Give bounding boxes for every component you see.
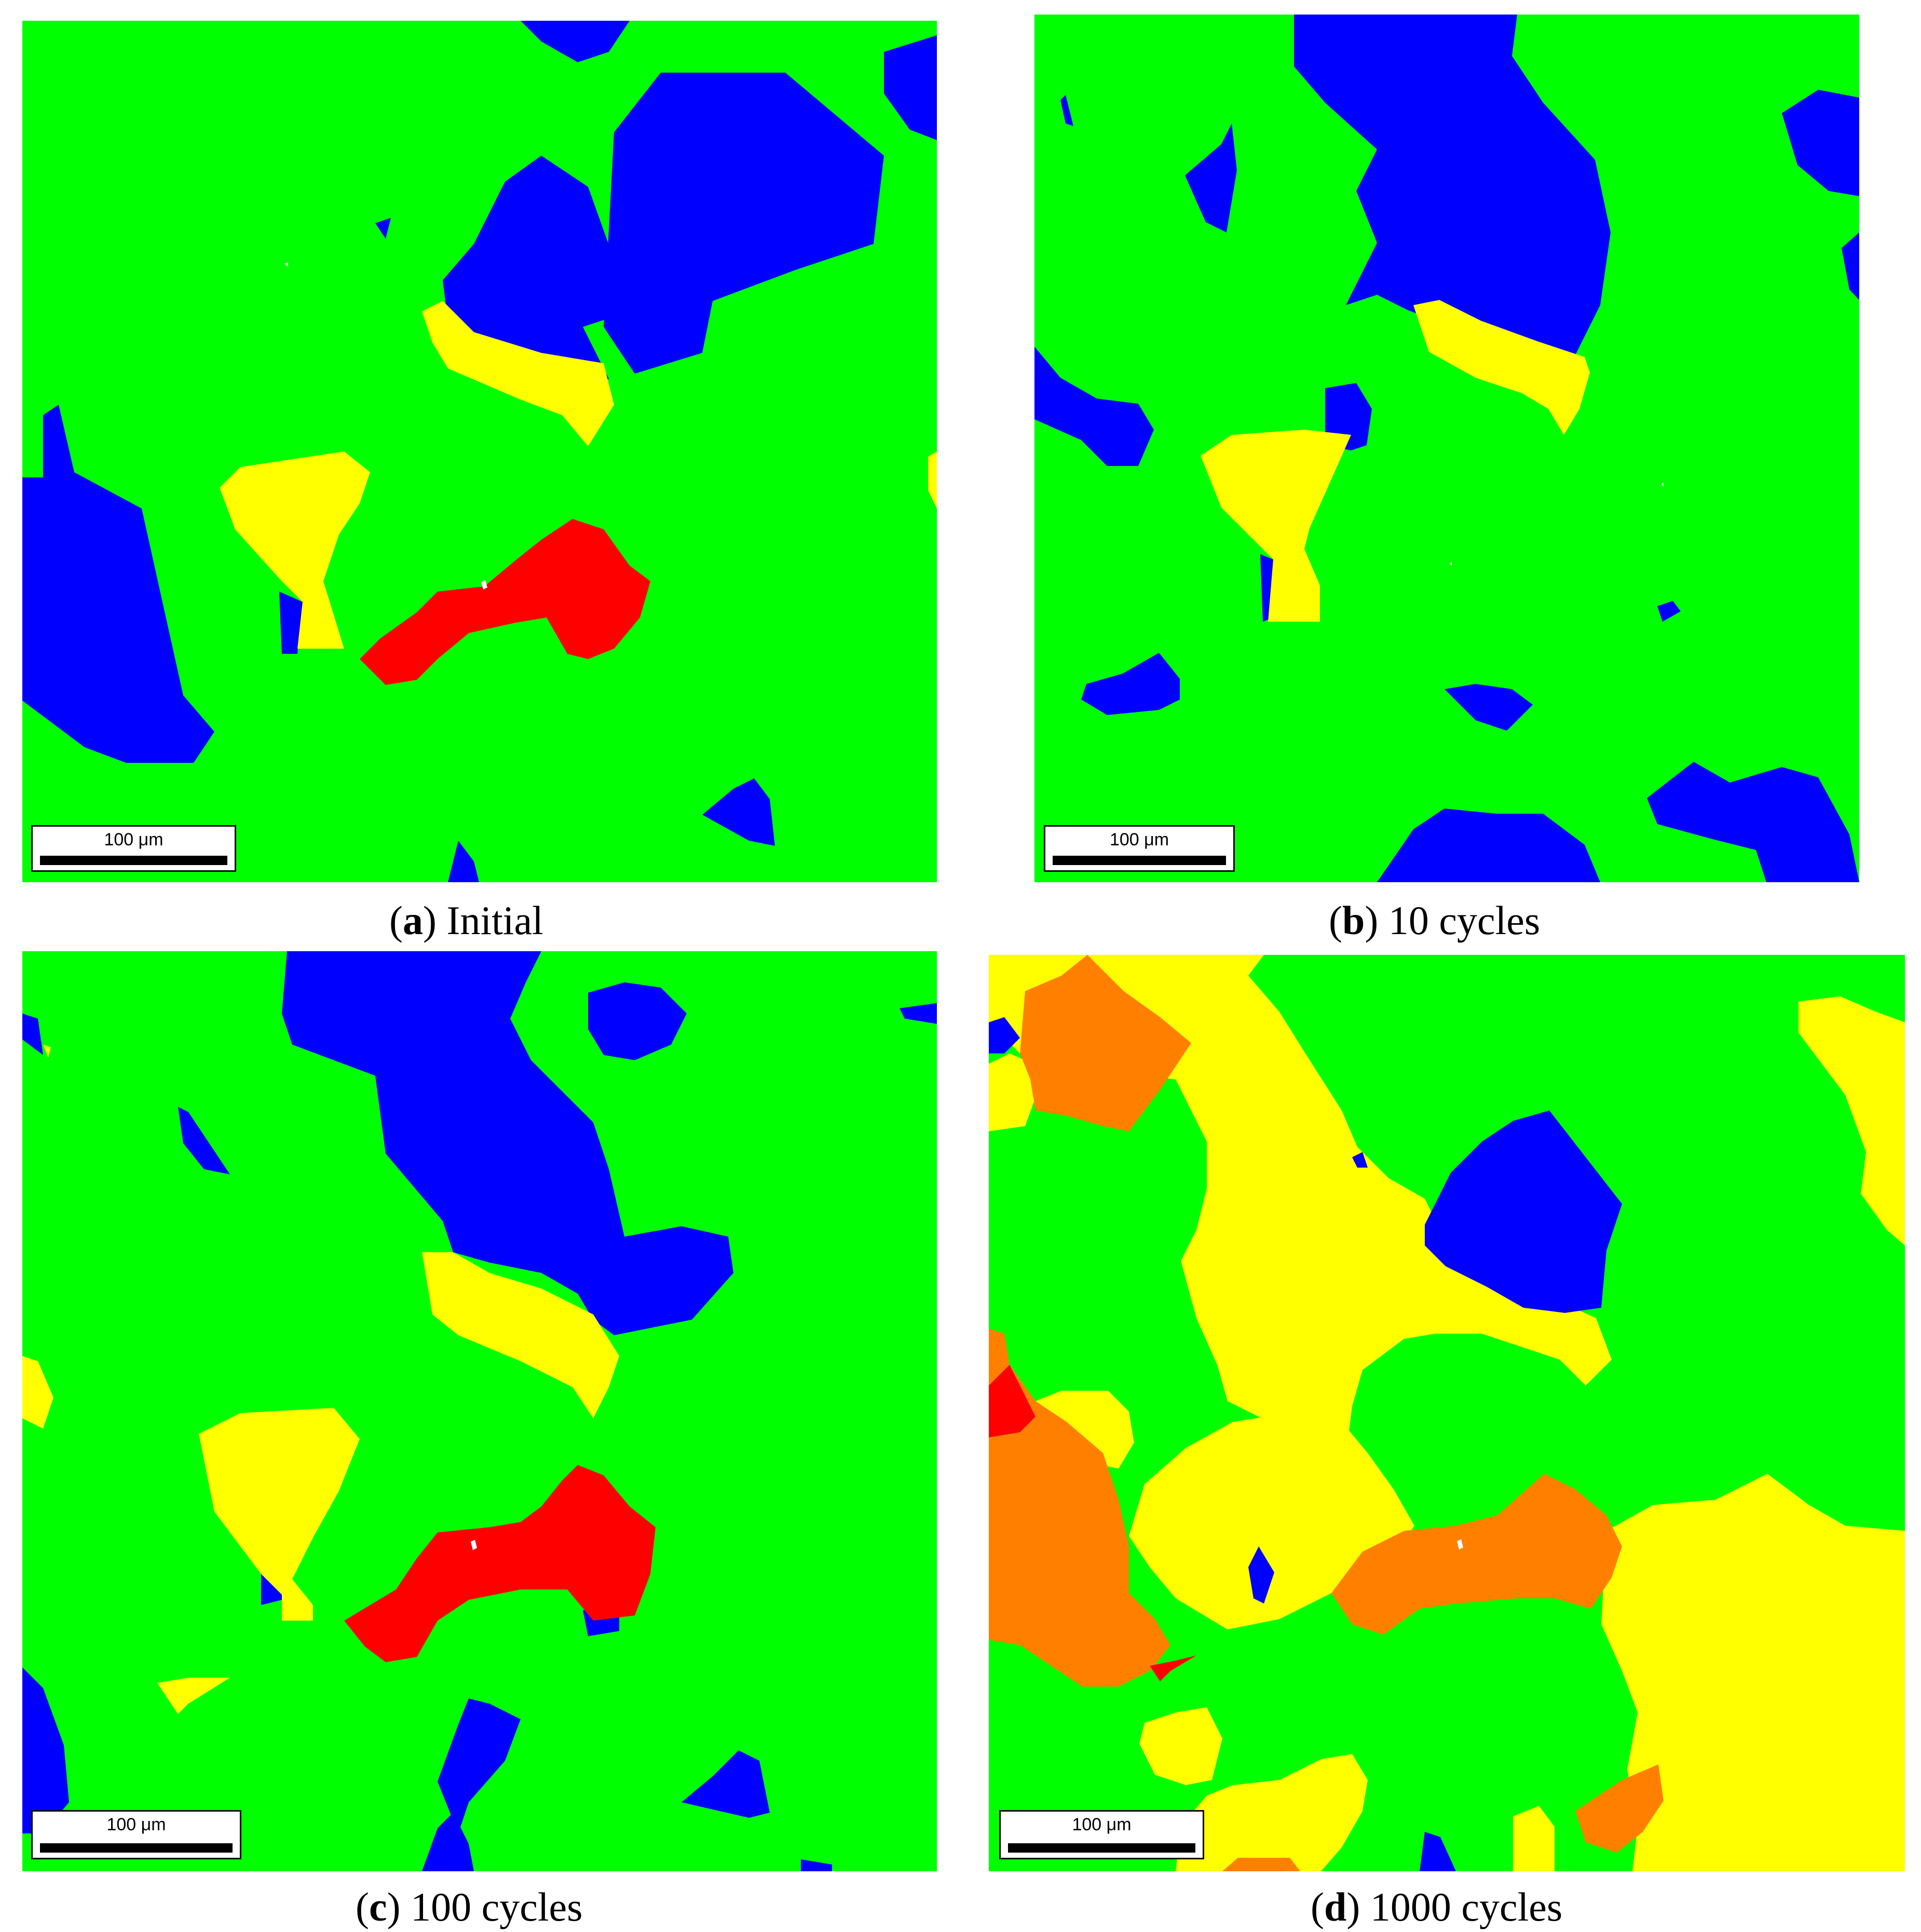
grain-orange xyxy=(1020,955,1191,1131)
grain-white-speck xyxy=(471,1540,477,1550)
grain-blue xyxy=(1657,601,1681,622)
grain-red xyxy=(1150,1655,1196,1681)
grain-blue xyxy=(1352,1152,1368,1168)
grain-blue xyxy=(1248,1546,1274,1604)
scale-bar-a: 100 μm xyxy=(31,825,236,872)
scale-bar-label: 100 μm xyxy=(104,830,164,849)
grain-yellow xyxy=(43,1045,51,1058)
grain-yellow xyxy=(928,451,937,509)
grain-blue xyxy=(1647,762,1859,882)
caption-text: Initial xyxy=(446,898,543,943)
caption-d: (d) 1000 cycles xyxy=(1311,1884,1563,1929)
grain-blue xyxy=(422,1813,474,1871)
caption-a: (a) Initial xyxy=(389,898,543,943)
grain-red xyxy=(360,519,650,685)
grain-blue xyxy=(1034,347,1154,466)
scale-bar-line xyxy=(1053,856,1226,865)
caption-text: 1000 cycles xyxy=(1370,1884,1563,1929)
grain-map-panel-b xyxy=(1034,15,1859,882)
grain-blue xyxy=(22,1013,43,1055)
grain-blue xyxy=(900,1003,937,1024)
scale-bar-label: 100 μm xyxy=(1109,830,1169,849)
grain-orange xyxy=(1331,1474,1622,1635)
scale-bar-b: 100 μm xyxy=(1044,825,1235,872)
grain-blue xyxy=(448,841,479,882)
grain-yellow xyxy=(1030,1391,1134,1469)
grain-white-speck xyxy=(1450,562,1452,566)
grain-blue xyxy=(604,73,884,374)
grain-blue xyxy=(438,1698,521,1833)
grain-blue xyxy=(1081,653,1180,715)
grain-yellow xyxy=(1601,1474,1905,1871)
grain-blue xyxy=(884,35,937,140)
grain-yellow xyxy=(157,1678,230,1714)
caption-letter: d xyxy=(1324,1884,1347,1929)
grain-blue xyxy=(1425,1111,1622,1313)
grain-yellow xyxy=(1413,300,1590,435)
grain-map-d-image xyxy=(989,955,1905,1871)
grain-yellow xyxy=(1139,1707,1222,1785)
grain-white-speck xyxy=(1457,1539,1463,1550)
grain-blue xyxy=(22,1667,69,1833)
grain-yellow xyxy=(989,955,1612,1448)
grain-map-c-image xyxy=(22,951,937,1871)
caption-b: (b) 10 cycles xyxy=(1329,898,1541,943)
grain-blue xyxy=(1185,124,1237,232)
scale-bar-line xyxy=(40,856,227,865)
grain-blue xyxy=(1294,15,1611,357)
scale-bar-label: 100 μm xyxy=(1072,1815,1132,1834)
scale-bar-c: 100 μm xyxy=(31,1810,241,1859)
grain-blue xyxy=(1782,90,1859,196)
grain-blue xyxy=(375,218,391,239)
grain-blue xyxy=(178,1107,230,1174)
scale-bar-line xyxy=(40,1843,233,1853)
grain-yellow xyxy=(1129,1412,1414,1629)
grain-map-panel-a xyxy=(22,21,937,882)
grain-blue xyxy=(989,1017,1020,1053)
grain-blue xyxy=(1842,232,1859,300)
grain-blue xyxy=(682,1750,770,1818)
scale-bar-label: 100 μm xyxy=(106,1815,166,1834)
grain-blue xyxy=(282,951,733,1335)
caption-text: 100 cycles xyxy=(411,1884,583,1929)
grain-yellow xyxy=(1513,1806,1555,1871)
grain-white-speck xyxy=(481,580,487,590)
caption-letter: c xyxy=(369,1884,387,1929)
grain-yellow xyxy=(199,1408,360,1621)
grain-blue xyxy=(1420,1832,1456,1871)
grain-blue xyxy=(22,405,214,763)
grain-yellow xyxy=(22,1356,53,1429)
caption-letter: a xyxy=(402,898,423,943)
grain-white-speck xyxy=(1661,483,1664,487)
grain-blue xyxy=(1377,809,1600,882)
grain-yellow xyxy=(1799,996,1905,1245)
scale-bar-line xyxy=(1008,1843,1195,1853)
grain-red xyxy=(989,1365,1036,1437)
grain-orange xyxy=(1222,1858,1300,1871)
caption-letter: b xyxy=(1342,898,1365,943)
grain-map-panel-c xyxy=(22,951,937,1871)
grain-blue xyxy=(702,778,775,846)
grain-map-panel-d xyxy=(989,955,1905,1871)
grain-red xyxy=(344,1465,656,1662)
grain-blue xyxy=(588,982,687,1060)
grain-map-a-image xyxy=(22,21,937,882)
grain-orange xyxy=(1575,1764,1664,1853)
grain-white-speck xyxy=(285,263,288,267)
caption-c: (c) 100 cycles xyxy=(356,1884,583,1929)
grain-yellow xyxy=(220,451,370,649)
grain-yellow xyxy=(422,1252,619,1418)
caption-text: 10 cycles xyxy=(1388,898,1541,943)
grain-map-b-image xyxy=(1034,15,1859,882)
grain-yellow xyxy=(1176,1754,1368,1871)
grain-blue xyxy=(443,156,630,389)
grain-blue xyxy=(521,21,630,62)
grain-blue xyxy=(1445,684,1533,731)
scale-bar-d: 100 μm xyxy=(999,1810,1204,1859)
grain-blue xyxy=(279,592,303,654)
grain-yellow xyxy=(1201,430,1351,622)
grain-blue xyxy=(801,1859,832,1871)
grain-yellow xyxy=(422,301,614,446)
grain-blue xyxy=(1060,95,1073,126)
